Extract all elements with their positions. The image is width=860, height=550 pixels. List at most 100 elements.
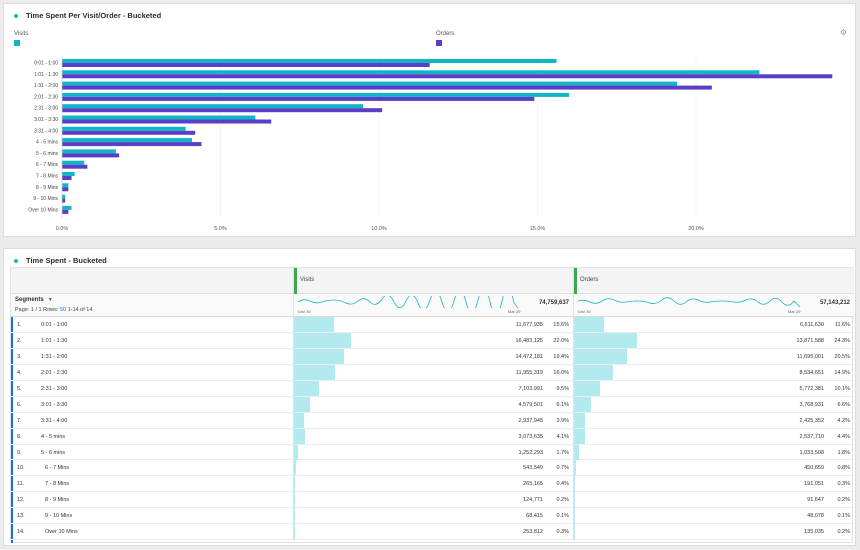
row-label[interactable]: 3:31 - 4:00 (41, 417, 68, 424)
panel-dot-icon (14, 13, 18, 18)
row-label[interactable]: 9 - 10 Mins (45, 513, 73, 520)
bar-orders (574, 317, 605, 332)
percent-orders: 10.1% (834, 385, 850, 392)
bar-orders (574, 524, 575, 540)
bar-visits[interactable] (62, 205, 72, 210)
table-row[interactable]: 1. 0:01 - 1:00 11,677,935 15.6% 6,611,630 11.… (11, 317, 854, 333)
bar-orders[interactable] (62, 96, 535, 101)
y-tick-label: 0:01 - 1:00 (34, 61, 58, 67)
row-label[interactable]: 5 - 6 mins (41, 449, 66, 456)
bar-orders (574, 492, 575, 508)
table-row[interactable]: 10. 6 - 7 Mins 543,549 0.7% 450,659 0.8% (11, 460, 854, 477)
bar-visits[interactable] (62, 172, 75, 176)
table-body: 1. 0:01 - 1:00 11,677,935 15.6% 6,611,630 11.… (11, 317, 854, 541)
bar-visits[interactable] (62, 92, 570, 97)
bar-orders[interactable] (62, 130, 196, 135)
table-row[interactable]: 3. 1:31 - 2:00 14,472,181 19.4% 11,695,001 20… (11, 348, 854, 365)
percent-visits: 0.1% (556, 513, 569, 520)
rows-per-page-select[interactable]: 50 (59, 307, 67, 313)
bar-orders[interactable] (62, 63, 430, 67)
row-label[interactable]: 7 - 8 Mins (45, 481, 70, 488)
chart-panel: Time Spent Per Visit/Order - Bucketed Vi… (3, 3, 856, 237)
table-row[interactable]: 8. 4 - 5 mins 3,073,635 4.1% 2,537,710 4.4% (11, 428, 854, 445)
bar-orders[interactable] (62, 108, 383, 113)
row-label[interactable]: 0:01 - 1:00 (41, 322, 68, 328)
table-row[interactable]: 14. Over 10 Mins 253,812 0.3% 135,035 0.2% (11, 524, 854, 541)
row-label[interactable]: 2:01 - 2:30 (41, 369, 68, 376)
bar-visits[interactable] (62, 115, 256, 120)
table-row[interactable]: 5. 2:31 - 3:00 7,103,991 9.5% 5,772,381 10.1% (11, 380, 854, 397)
spark-start-date: Dec 30 (578, 309, 591, 314)
bar-orders[interactable] (62, 74, 833, 79)
table-subheader: Segments ▼ Page: 1 / 1 Rows: 50 1-14 of 1… (11, 294, 854, 317)
filter-icon[interactable]: ▼ (47, 297, 53, 303)
column-total-orders: 57,143,212 (819, 300, 850, 306)
column-header-visits[interactable]: Visits (293, 268, 573, 294)
row-label[interactable]: 3:01 - 3:30 (41, 401, 68, 408)
segments-header[interactable]: Segments ▼ (15, 297, 53, 303)
bar-visits (294, 428, 305, 444)
column-header-orders[interactable]: Orders (573, 268, 854, 294)
legend-item-visits[interactable]: Visits (14, 31, 28, 46)
table-row[interactable]: 2. 1:01 - 1:30 16,483,125 22.0% 13,871,588 24… (11, 332, 854, 349)
bar-orders[interactable] (62, 176, 72, 180)
bar-orders (574, 396, 592, 412)
cell-orders: 8,534,651 14.9% (573, 364, 854, 381)
value-orders: 5,772,381 (799, 385, 824, 392)
row-label[interactable]: 6 - 7 Mins (45, 465, 70, 472)
legend-item-orders[interactable]: Orders (436, 31, 454, 46)
cell-orders: 5,772,381 10.1% (573, 380, 854, 397)
bar-orders[interactable] (62, 142, 202, 147)
freeform-table: Visits Orders Segments ▼ Page: 1 / 1 Rows… (10, 267, 854, 543)
cell-visits: 124,771 0.2% (293, 492, 573, 509)
row-label[interactable]: 8 - 9 Mins (45, 497, 70, 504)
value-visits: 14,472,181 (515, 353, 543, 360)
bar-visits (294, 492, 295, 508)
bar-orders[interactable] (62, 198, 66, 203)
cell-visits: 7,103,991 9.5% (293, 380, 573, 397)
table-row[interactable]: 11. 7 - 8 Mins 265,165 0.4% 191,051 0.3% (11, 476, 854, 493)
bar-orders[interactable] (62, 209, 69, 214)
percent-visits: 9.5% (556, 385, 569, 392)
table-row[interactable]: 12. 8 - 9 Mins 124,771 0.2% 91,647 0.2% (11, 492, 854, 509)
y-tick-label: 1:31 - 2:00 (34, 83, 58, 89)
cell-visits: 265,165 0.4% (293, 476, 573, 493)
bar-visits[interactable] (62, 59, 557, 63)
bar-orders[interactable] (62, 85, 712, 90)
bar-orders (574, 348, 628, 364)
table-row[interactable]: 7. 3:31 - 4:00 2,937,945 3.9% 2,425,352 4.2% (11, 412, 854, 429)
bar-orders[interactable] (62, 187, 69, 192)
table-row[interactable]: 4. 2:01 - 2:30 11,955,319 16.0% 8,534,651 14.… (11, 364, 854, 381)
x-tick-label: 5.0% (214, 226, 227, 232)
bar-orders[interactable] (62, 153, 120, 158)
y-tick-label: 8 - 9 Mins (36, 185, 58, 191)
row-label[interactable]: 1:01 - 1:30 (41, 337, 68, 344)
cell-visits: 253,812 0.3% (293, 524, 573, 541)
value-orders: 6,611,630 (799, 322, 824, 328)
bar-orders[interactable] (62, 119, 272, 124)
bar-chart: 0.0% 5.0% 10.0% 15.0% 20.0% 0:01 - 1:00 1:01 -… (28, 56, 833, 232)
row-label[interactable]: 1:31 - 2:00 (41, 353, 68, 360)
bar-visits[interactable] (62, 149, 116, 154)
bar-visits (294, 380, 319, 396)
table-panel: Time Spent - Bucketed Visits Orders Segm… (3, 248, 856, 546)
table-row[interactable]: 6. 3:01 - 3:30 4,579,501 6.1% 3,768,931 6.6% (11, 396, 854, 413)
bar-visits[interactable] (62, 104, 364, 109)
row-label[interactable]: 2:31 - 3:00 (41, 385, 68, 392)
bar-visits[interactable] (62, 183, 69, 188)
bar-visits[interactable] (62, 70, 760, 75)
gear-icon[interactable]: ⚙ (839, 28, 847, 37)
row-label[interactable]: 4 - 5 mins (41, 433, 66, 440)
bar-orders[interactable] (62, 164, 88, 169)
table-row[interactable]: 13. 9 - 10 Mins 68,415 0.1% 48,078 0.1% (11, 508, 854, 525)
bar-visits[interactable] (62, 81, 677, 86)
row-index: 6. (17, 401, 22, 408)
bar-visits[interactable] (62, 126, 186, 131)
bar-visits[interactable] (62, 194, 66, 199)
row-label[interactable]: Over 10 Mins (45, 529, 78, 536)
table-row[interactable]: 9. 5 - 6 mins 1,252,293 1.7% 1,033,508 1.8% (11, 444, 854, 461)
bar-visits[interactable] (62, 138, 192, 143)
value-visits: 7,103,991 (518, 385, 543, 392)
bar-visits[interactable] (62, 160, 85, 165)
table-title-text: Time Spent - Bucketed (26, 256, 107, 265)
